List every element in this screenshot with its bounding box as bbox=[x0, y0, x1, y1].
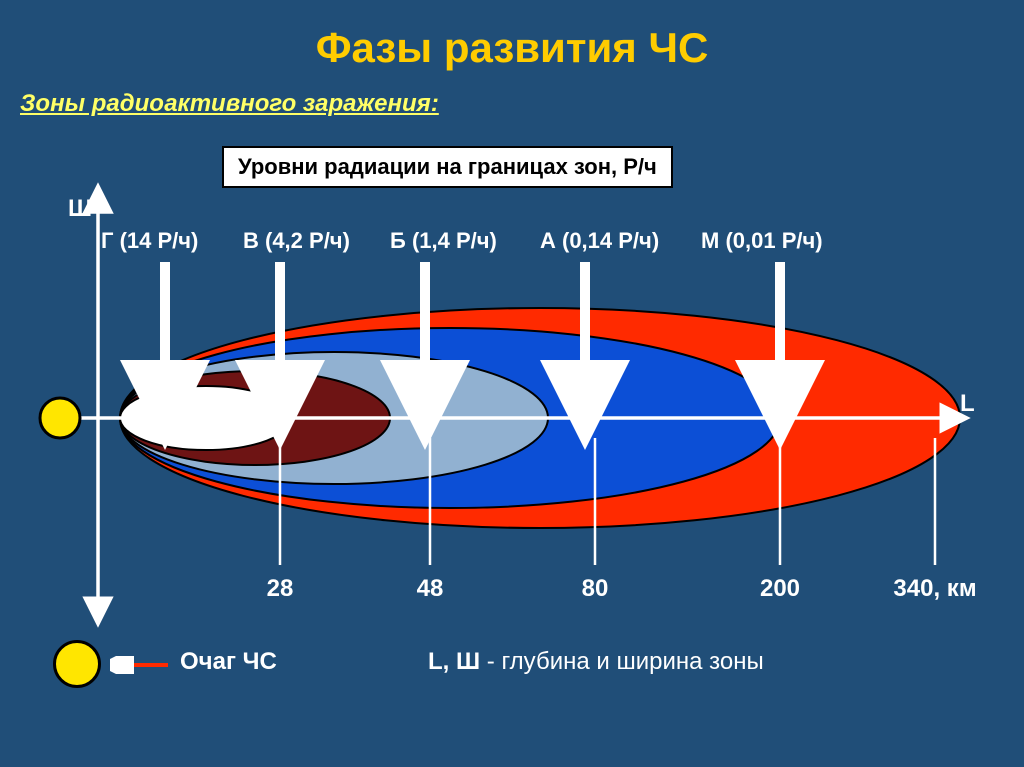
distance-label: 340, км bbox=[893, 575, 976, 603]
legend-arrow-icon bbox=[110, 656, 170, 674]
source-icon bbox=[40, 398, 80, 438]
distance-label: 200 bbox=[760, 575, 800, 603]
distance-label: 28 bbox=[267, 575, 294, 603]
legend-source-label: Очаг ЧС bbox=[180, 648, 277, 676]
distance-label: 48 bbox=[417, 575, 444, 603]
distance-label: 80 bbox=[582, 575, 609, 603]
legend-source-icon bbox=[53, 640, 101, 688]
legend-dims-label: L, Ш - глубина и ширина зоны bbox=[428, 648, 764, 676]
